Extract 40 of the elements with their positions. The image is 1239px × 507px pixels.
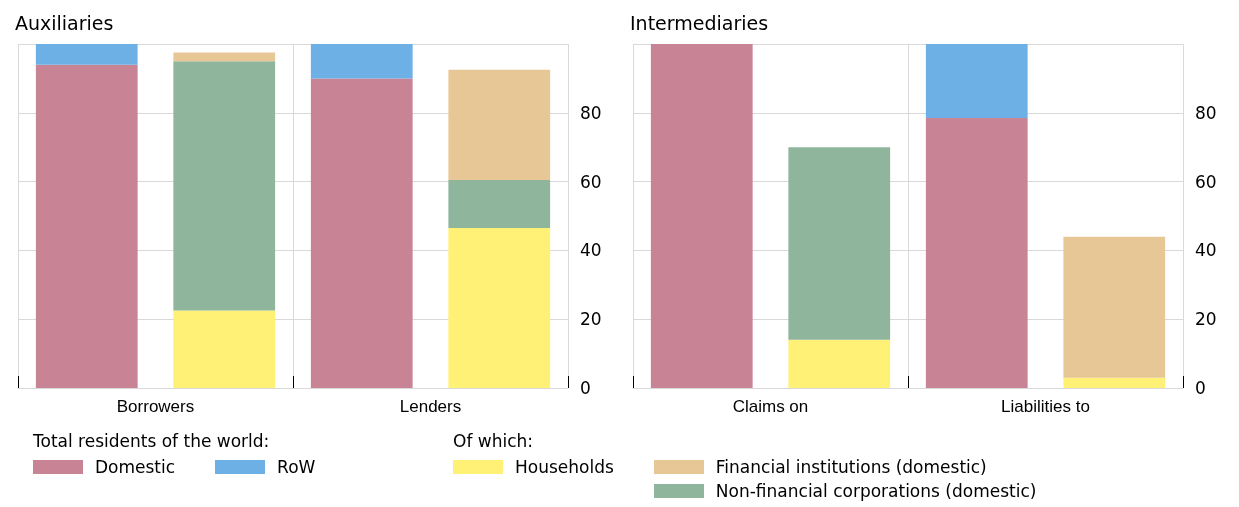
- bar: [1063, 377, 1166, 388]
- x-tick-label: Claims on: [732, 397, 809, 416]
- bar: [788, 339, 891, 388]
- y-tick-label: 0: [1195, 378, 1206, 398]
- legend-label: Financial institutions (domestic): [715, 457, 987, 477]
- bar: [310, 44, 413, 79]
- bar: [448, 179, 551, 229]
- legend-label: RoW: [277, 457, 316, 477]
- y-tick-label: 80: [1195, 102, 1217, 123]
- y-tick-label: 60: [1195, 171, 1217, 192]
- legend-label: Domestic: [95, 457, 176, 477]
- y-tick-label: 40: [580, 240, 602, 261]
- y-tick-label: 20: [580, 309, 602, 330]
- x-tick-label: Lenders: [399, 397, 462, 416]
- y-tick-label: 60: [580, 171, 602, 192]
- legend-label: Non-financial corporations (domestic): [715, 481, 1037, 501]
- legend-title: Total residents of the world:: [33, 431, 271, 453]
- chart-title: Intermediaries: [630, 11, 769, 34]
- bar: [310, 78, 413, 388]
- bar: [448, 228, 551, 388]
- bar: [173, 61, 276, 311]
- y-tick-label: 40: [1195, 240, 1217, 261]
- bar: [448, 69, 551, 180]
- bar: [35, 64, 138, 388]
- x-tick-label: Borrowers: [116, 397, 195, 416]
- bar: [173, 52, 276, 62]
- bar: [788, 147, 891, 340]
- y-tick-label: 80: [580, 102, 602, 123]
- legend-label: Households: [515, 457, 614, 477]
- bar: [650, 44, 753, 388]
- bar: [1063, 236, 1166, 378]
- bar: [35, 44, 138, 65]
- chart-title: Auxiliaries: [15, 11, 114, 34]
- y-tick-label: 0: [580, 378, 591, 398]
- x-tick-label: Liabilities to: [1001, 397, 1090, 416]
- y-tick-label: 20: [1195, 309, 1217, 330]
- text: Of which:: [453, 431, 535, 453]
- bar: [925, 44, 1028, 118]
- bar: [925, 117, 1028, 388]
- bar: [173, 310, 276, 388]
